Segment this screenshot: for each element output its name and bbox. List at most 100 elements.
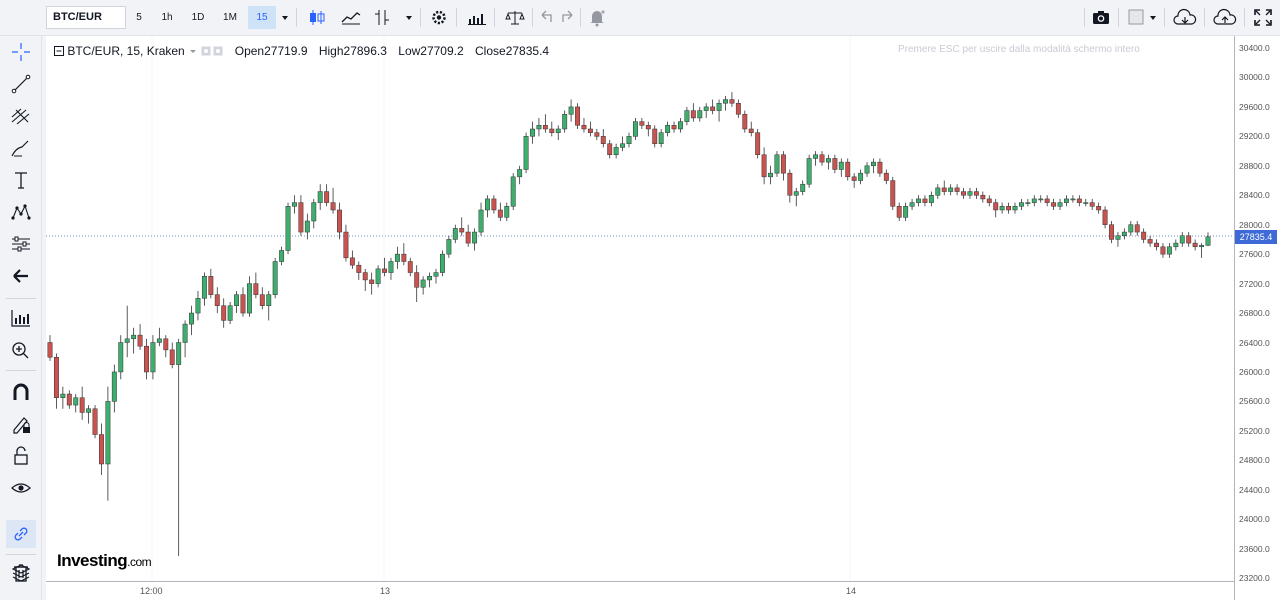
compare-icon[interactable] <box>370 6 396 29</box>
settings-gear-icon[interactable] <box>426 6 452 29</box>
collapse-legend-icon[interactable] <box>54 46 64 56</box>
eye-visibility-icon[interactable] <box>8 476 34 500</box>
candle-body <box>858 172 864 181</box>
candle-body <box>800 183 806 192</box>
indicators-icon[interactable] <box>338 6 364 29</box>
candle-body <box>845 161 851 178</box>
lock-pencil-icon[interactable] <box>8 412 34 436</box>
candle-body <box>298 202 304 233</box>
candle-body <box>703 106 709 111</box>
candle-body <box>221 305 227 321</box>
price-tick-label: 30000.0 <box>1239 72 1270 83</box>
template-square-icon[interactable] <box>1124 6 1150 29</box>
prediction-tools-icon[interactable] <box>8 232 34 256</box>
candle-body <box>47 342 53 358</box>
cloud-save-icon[interactable] <box>1210 6 1240 29</box>
crosshair-cursor-icon[interactable] <box>8 40 34 64</box>
candle-body <box>729 99 735 104</box>
text-tool-icon[interactable] <box>8 168 34 192</box>
compare-dropdown-icon[interactable] <box>402 6 416 29</box>
candle-body <box>388 261 394 273</box>
candle-body <box>356 264 362 273</box>
logo-suffix-text: .com <box>127 555 152 569</box>
link-chain-icon[interactable] <box>8 522 34 546</box>
candle-body <box>478 209 484 233</box>
candle-body <box>825 158 831 163</box>
redo-icon[interactable] <box>558 6 578 29</box>
candle-body <box>420 279 426 288</box>
candle-body <box>414 272 420 288</box>
price-tick-label: 27200.0 <box>1239 278 1270 289</box>
candle-body <box>517 169 523 178</box>
zoom-in-icon[interactable] <box>8 338 34 362</box>
candle-body <box>755 132 761 156</box>
candle-body <box>182 323 188 343</box>
candle-body <box>555 128 561 133</box>
candle-body <box>1006 206 1012 211</box>
price-axis[interactable] <box>1234 36 1280 600</box>
time-label-14: 14 <box>846 586 857 596</box>
interval-dropdown-icon[interactable] <box>278 6 292 29</box>
candle-body <box>658 132 664 144</box>
candle-body <box>883 172 889 181</box>
price-tick-label: 24800.0 <box>1239 455 1270 466</box>
candle-body <box>838 161 844 170</box>
measure-ruler-icon[interactable] <box>8 306 34 330</box>
unlock-icon[interactable] <box>8 444 34 468</box>
magnet-icon[interactable] <box>8 380 34 404</box>
toolbar-divider <box>1164 8 1165 27</box>
candle-body <box>626 136 632 144</box>
candle-body <box>735 102 741 115</box>
candle-body <box>304 220 310 233</box>
candles-chart-type-icon[interactable] <box>304 6 330 29</box>
investing-logo: Investing.com <box>57 551 152 571</box>
candle-body <box>1154 242 1159 248</box>
arrow-left-icon[interactable] <box>8 264 34 288</box>
interval-5-button[interactable]: 5 <box>136 12 142 23</box>
time-label-13: 13 <box>380 586 391 596</box>
candlestick-chart[interactable] <box>46 36 1234 581</box>
price-tick-label: 24400.0 <box>1239 484 1270 495</box>
candle-body <box>710 106 716 111</box>
candle-body <box>1166 246 1172 255</box>
toolbar-divider <box>420 8 421 27</box>
camera-snapshot-icon[interactable] <box>1088 6 1114 29</box>
candle-body <box>742 114 748 130</box>
fullscreen-icon[interactable] <box>1250 6 1276 29</box>
candle-body <box>253 283 259 295</box>
candle-body <box>1096 206 1102 211</box>
balance-scale-icon[interactable] <box>502 6 528 29</box>
candle-body <box>678 121 683 130</box>
undo-icon[interactable] <box>536 6 556 29</box>
volume-chart-icon[interactable] <box>464 6 490 29</box>
interval-1h-button[interactable]: 1h <box>161 12 173 23</box>
alert-bell-icon[interactable] <box>584 6 610 29</box>
candle-body <box>459 228 465 233</box>
legend-dropdown-icon[interactable] <box>188 46 198 56</box>
time-axis[interactable] <box>46 581 1234 600</box>
high-label: High <box>318 44 344 58</box>
candle-body <box>1173 242 1179 248</box>
template-dropdown-icon[interactable] <box>1146 6 1160 29</box>
cloud-load-icon[interactable] <box>1170 6 1200 29</box>
chart-pane[interactable] <box>46 36 1234 581</box>
interval-15-button[interactable]: 15 <box>248 6 276 29</box>
candle-body <box>1160 246 1166 255</box>
candle-body <box>292 202 297 207</box>
candle-body <box>452 228 458 240</box>
candle-body <box>246 283 252 314</box>
candle-body <box>1121 231 1127 236</box>
candle-body <box>330 202 336 211</box>
brush-icon[interactable] <box>8 136 34 160</box>
candle-body <box>1057 202 1063 207</box>
interval-1m-button[interactable]: 1M <box>223 12 237 23</box>
fibonacci-icon[interactable] <box>8 104 34 128</box>
open-label: Open <box>234 44 265 58</box>
legend-buttons-icon[interactable] <box>201 46 223 56</box>
symbol-search-field[interactable]: BTC/EUR <box>46 6 126 29</box>
pattern-icon[interactable] <box>8 200 34 224</box>
trash-delete-icon[interactable] <box>8 560 34 586</box>
trend-line-icon[interactable] <box>8 72 34 96</box>
interval-1d-button[interactable]: 1D <box>191 12 205 23</box>
price-tick-label: 29200.0 <box>1239 131 1270 142</box>
